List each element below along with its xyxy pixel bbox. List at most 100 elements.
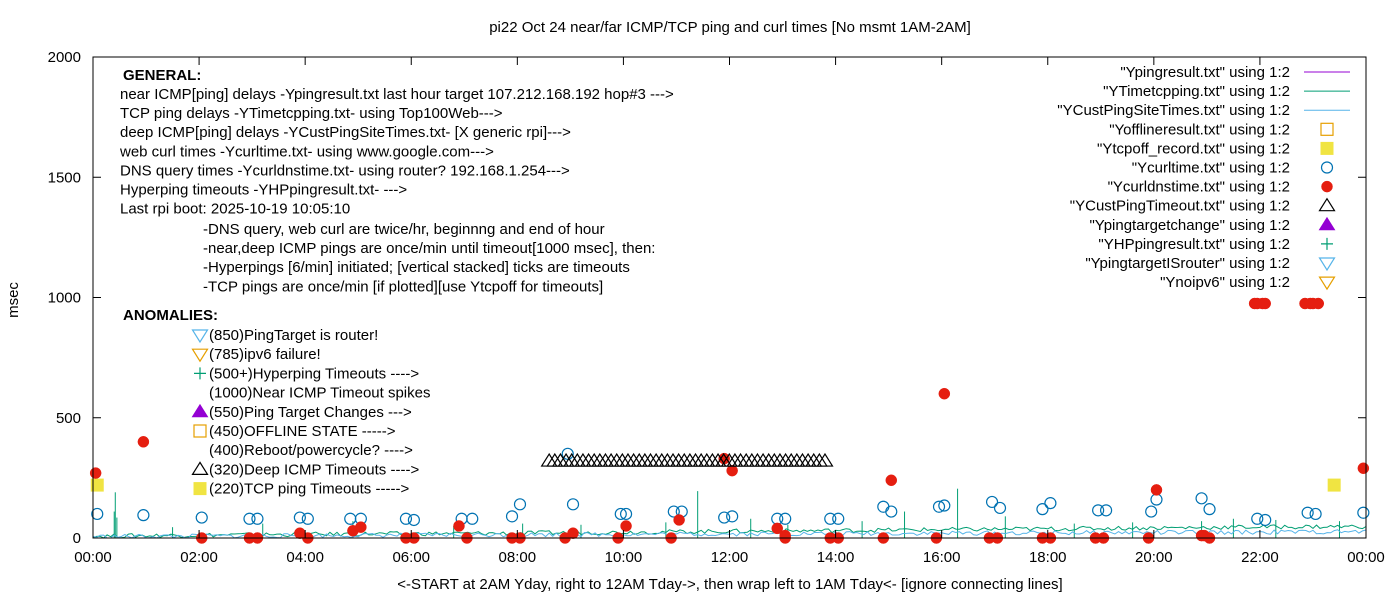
general-heading: GENERAL: xyxy=(123,67,201,84)
anomaly-symbol xyxy=(191,329,209,344)
anomaly-line: (550)Ping Target Changes ---> xyxy=(209,404,412,421)
x-tick-label: 08:00 xyxy=(499,549,537,566)
series-point xyxy=(1307,297,1319,310)
legend-label-10: "YpingtargetISrouter" using 1:2 xyxy=(1085,255,1290,272)
legend-swatch xyxy=(1321,180,1333,193)
general-indented-line: -TCP pings are once/min [if plotted][use… xyxy=(203,278,603,295)
series-point xyxy=(985,495,999,509)
legend: "Ypingresult.txt" using 1:2 "YTimetcpping… xyxy=(1057,64,1350,291)
series-point xyxy=(938,499,951,512)
series-point xyxy=(620,520,632,532)
series-point xyxy=(344,512,357,525)
x-tick-label: 12:00 xyxy=(711,549,749,566)
y-tick-label: 1000 xyxy=(48,290,81,307)
anomaly-line: (500+)Hyperping Timeouts ----> xyxy=(209,365,419,382)
series-point xyxy=(90,478,104,492)
series-point xyxy=(1327,478,1341,492)
series-point xyxy=(1195,492,1208,505)
series-point xyxy=(1301,506,1314,519)
series-point xyxy=(1203,503,1216,516)
series-point xyxy=(832,512,845,525)
series-point xyxy=(614,507,627,521)
series-point xyxy=(885,474,898,487)
series-point xyxy=(1044,497,1057,510)
anomaly-symbol xyxy=(194,367,206,380)
general-indented-line: -near,deep ICMP pings are once/min until… xyxy=(203,240,655,257)
series-point xyxy=(779,512,792,525)
legend-label-9: "YHPpingresult.txt" using 1:2 xyxy=(1098,236,1290,253)
general-indented-line: -Hyperpings [6/min] initiated; [vertical… xyxy=(203,259,630,276)
series-point xyxy=(1357,462,1370,475)
series-point xyxy=(243,512,256,525)
x-tick-label: 14:00 xyxy=(817,549,855,566)
series-point xyxy=(195,511,208,524)
anomalies-heading: ANOMALIES: xyxy=(123,307,218,324)
legend-swatch xyxy=(1318,216,1336,231)
series-point xyxy=(1092,504,1105,517)
series-point xyxy=(1309,507,1322,521)
general-line: Last rpi boot: 2025-10-19 10:05:10 xyxy=(120,201,350,218)
general-line: Hyperping timeouts -YHPpingresult.txt- -… xyxy=(120,182,407,199)
series-point xyxy=(1150,493,1163,506)
x-tick-label: 16:00 xyxy=(923,549,961,566)
series-point xyxy=(567,527,579,539)
series-point xyxy=(726,510,739,523)
legend-swatch xyxy=(1318,197,1336,212)
general-line: near ICMP[ping] delays -Ypingresult.txt … xyxy=(120,86,674,103)
x-ticks: 00:00 02:00 04:00 06:00 08:00 10:00 12:00 14:00… xyxy=(74,57,1385,566)
series-point xyxy=(407,513,421,527)
anomaly-line: (785)ipv6 failure! xyxy=(209,346,321,363)
x-tick-label: 22:00 xyxy=(1241,549,1279,566)
series-point xyxy=(877,500,890,513)
anomaly-line: (850)PingTarget is router! xyxy=(209,327,378,344)
x-tick-label: 00:00 xyxy=(1347,549,1385,566)
series-point xyxy=(399,512,413,525)
series-point xyxy=(1251,512,1264,525)
x-tick-label: 10:00 xyxy=(605,549,643,566)
anomaly-line: (450)OFFLINE STATE -----> xyxy=(209,423,396,440)
x-tick-label: 04:00 xyxy=(286,549,324,566)
series-point xyxy=(771,522,783,535)
series-point xyxy=(566,498,580,511)
series-point xyxy=(726,464,738,477)
anomaly-line: (400)Reboot/powercycle? ----> xyxy=(209,442,413,459)
legend-label-8: "Ypingtargetchange" using 1:2 xyxy=(1089,217,1290,234)
series-point xyxy=(619,507,633,521)
legend-label-0: "Ypingresult.txt" using 1:2 xyxy=(1120,64,1290,81)
y-tick-label: 500 xyxy=(56,410,81,427)
y-axis-label: msec xyxy=(5,282,22,318)
series-point xyxy=(1145,505,1158,518)
chart-title: pi22 Oct 24 near/far ICMP/TCP ping and c… xyxy=(489,19,971,36)
y-tick-label: 2000 xyxy=(48,49,81,66)
series-point xyxy=(667,505,680,518)
series-point xyxy=(137,436,150,448)
series-point xyxy=(993,501,1007,515)
series-point xyxy=(251,512,264,525)
series-point xyxy=(1150,484,1163,496)
legend-swatch xyxy=(1321,237,1333,250)
x-tick-label: 00:00 xyxy=(74,549,112,566)
anomaly-line: (320)Deep ICMP Timeouts ----> xyxy=(209,461,419,478)
legend-label-3: "Yofflineresult.txt" using 1:2 xyxy=(1109,121,1290,138)
general-line: DNS query times -Ycurldnstime.txt- using… xyxy=(120,162,570,179)
general-indented-line: -DNS query, web curl are twice/hr, begin… xyxy=(203,221,605,238)
general-annotations: GENERAL: near ICMP[ping] delays -Ypingres… xyxy=(119,67,674,295)
series-point xyxy=(1099,504,1113,517)
series-point xyxy=(938,387,951,400)
legend-swatch xyxy=(1320,141,1334,155)
x-axis-label: <-START at 2AM Yday, right to 12AM Tday-… xyxy=(397,576,1062,593)
legend-swatch xyxy=(1318,257,1336,272)
general-line: web curl times -Ycurltime.txt- using www… xyxy=(119,143,494,160)
series-point xyxy=(718,511,731,524)
anomaly-line: (1000)Near ICMP Timeout spikes xyxy=(209,385,430,402)
anomaly-line: (220)TCP ping Timeouts -----> xyxy=(209,481,409,498)
x-tick-label: 18:00 xyxy=(1029,549,1067,566)
legend-label-4: "Ytcpoff_record.txt" using 1:2 xyxy=(1097,140,1290,157)
series-point xyxy=(932,500,946,513)
legend-swatch xyxy=(1320,161,1334,174)
series-point xyxy=(466,512,479,525)
legend-label-1: "YTimetcpping.txt" using 1:2 xyxy=(1103,83,1290,100)
series-point xyxy=(89,467,102,479)
series-point xyxy=(301,512,314,525)
